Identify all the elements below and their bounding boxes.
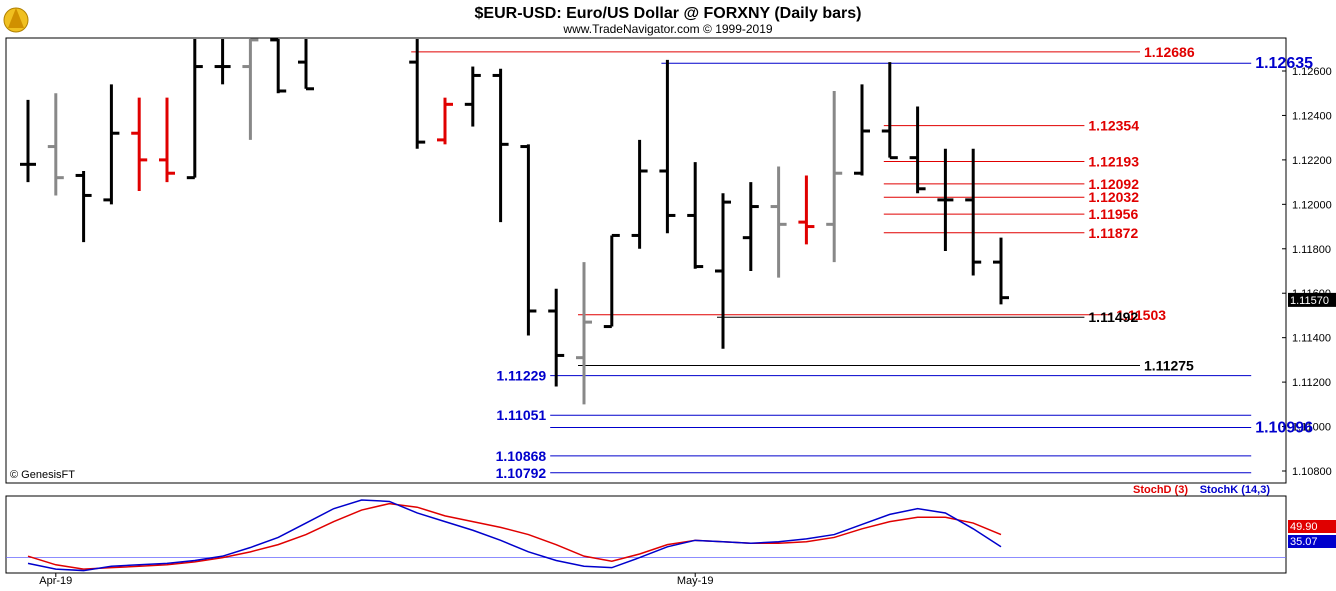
- y-tick-label: 1.12200: [1292, 155, 1332, 167]
- ohlc-bar: [937, 148, 954, 251]
- level-label: 1.11503: [1116, 307, 1166, 323]
- level-label: 1.11051: [496, 407, 546, 423]
- level-label: 1.11492: [1088, 309, 1138, 325]
- price-pane: [5, 37, 1287, 484]
- stoch-lines: 49.90 35.07: [6, 499, 1336, 572]
- ohlc-bar: [993, 237, 1009, 305]
- last-price-box: [1288, 292, 1336, 307]
- ohlc-bar: [75, 171, 92, 243]
- stoch-value-box: [1288, 520, 1336, 533]
- legend-stochd: StochD (3): [1133, 484, 1188, 496]
- stoch-value-label: 35.07: [1290, 536, 1318, 548]
- ohlc-bar: [131, 97, 148, 191]
- time-axis: Apr-19 May-19: [39, 573, 714, 587]
- chart-title: $EUR-USD: Euro/US Dollar @ FORXNY (Daily…: [475, 5, 862, 22]
- price-levels: 1.12686 1.12635 1.12354 1.12193 1.120921.120…: [411, 44, 1313, 481]
- y-tick-label: 1.10800: [1292, 466, 1332, 478]
- ohlc-bar: [742, 182, 759, 271]
- legend-stochk: StochK (14,3): [1200, 484, 1271, 496]
- logo-icon: [3, 7, 29, 33]
- level-label: 1.12092: [1088, 176, 1139, 192]
- level-label: 1.12354: [1088, 118, 1139, 134]
- ohlc-bar: [548, 288, 565, 387]
- ohlc-bar: [687, 162, 704, 269]
- ohlc-bar: [47, 93, 64, 196]
- level-label: 1.10868: [496, 448, 547, 464]
- level-label: 1.12032: [1088, 189, 1139, 205]
- ohlc-bar: [214, 39, 231, 85]
- ohlc-bar: [631, 139, 648, 249]
- ohlc-bar: [437, 97, 453, 145]
- x-tick-label: May-19: [677, 575, 714, 587]
- ohlc-bar: [965, 148, 982, 276]
- level-label: 1.12635: [1255, 55, 1313, 72]
- ohlc-bar: [576, 262, 592, 405]
- ohlc-bar: [826, 91, 843, 263]
- y-tick-label: 1.12400: [1292, 110, 1332, 122]
- level-label: 1.10792: [496, 465, 547, 481]
- ohlc-bar: [798, 175, 815, 245]
- x-tick-label: Apr-19: [39, 575, 72, 587]
- level-label: 1.12193: [1088, 153, 1139, 169]
- price-bars: [20, 38, 1009, 405]
- ohlc-bar: [715, 193, 731, 349]
- copyright-text: © GenesisFT: [10, 469, 75, 481]
- level-label: 1.11229: [496, 368, 546, 384]
- level-label: 1.12686: [1144, 44, 1195, 60]
- stoch-line: [27, 499, 1002, 572]
- ohlc-bar: [20, 99, 36, 183]
- last-price-label: 1.11570: [1290, 295, 1329, 307]
- y-tick-label: 1.12000: [1292, 199, 1332, 211]
- ohlc-bar: [464, 66, 481, 127]
- ohlc-bar: [854, 84, 870, 176]
- ohlc-bar: [770, 166, 787, 278]
- ohlc-bar: [659, 59, 676, 234]
- level-label: 1.11872: [1088, 225, 1138, 241]
- ohlc-bar: [909, 106, 926, 194]
- ohlc-bar: [881, 62, 898, 160]
- y-tick-label: 1.11200: [1292, 377, 1331, 389]
- stoch-line: [27, 502, 1002, 570]
- stoch-value-label: 49.90: [1290, 521, 1318, 533]
- y-tick-label: 1.11800: [1292, 244, 1331, 256]
- y-tick-label: 1.12600: [1292, 66, 1332, 78]
- y-tick-label: 1.11000: [1292, 422, 1331, 434]
- ohlc-bar: [103, 84, 120, 205]
- level-label: 1.10996: [1255, 419, 1313, 436]
- ohlc-bar: [492, 68, 509, 223]
- y-tick-label: 1.11400: [1292, 333, 1331, 345]
- chart-subtitle: www.TradeNavigator.com © 1999-2019: [562, 22, 772, 36]
- ohlc-bar: [270, 38, 287, 94]
- stoch-value-box: [1288, 535, 1336, 548]
- stoch-pane: [5, 495, 1287, 574]
- ohlc-bar: [520, 144, 537, 336]
- ohlc-bar: [186, 39, 203, 180]
- ohlc-bar: [242, 38, 259, 140]
- level-label: 1.11956: [1088, 206, 1138, 222]
- ohlc-bar: [603, 233, 620, 329]
- ohlc-bar: [298, 39, 314, 91]
- price-axis: 1.126001.124001.122001.120001.118001.116…: [1282, 66, 1336, 478]
- ohlc-bar: [409, 39, 426, 149]
- ohlc-bar: [159, 97, 175, 183]
- level-label: 1.11275: [1144, 357, 1194, 373]
